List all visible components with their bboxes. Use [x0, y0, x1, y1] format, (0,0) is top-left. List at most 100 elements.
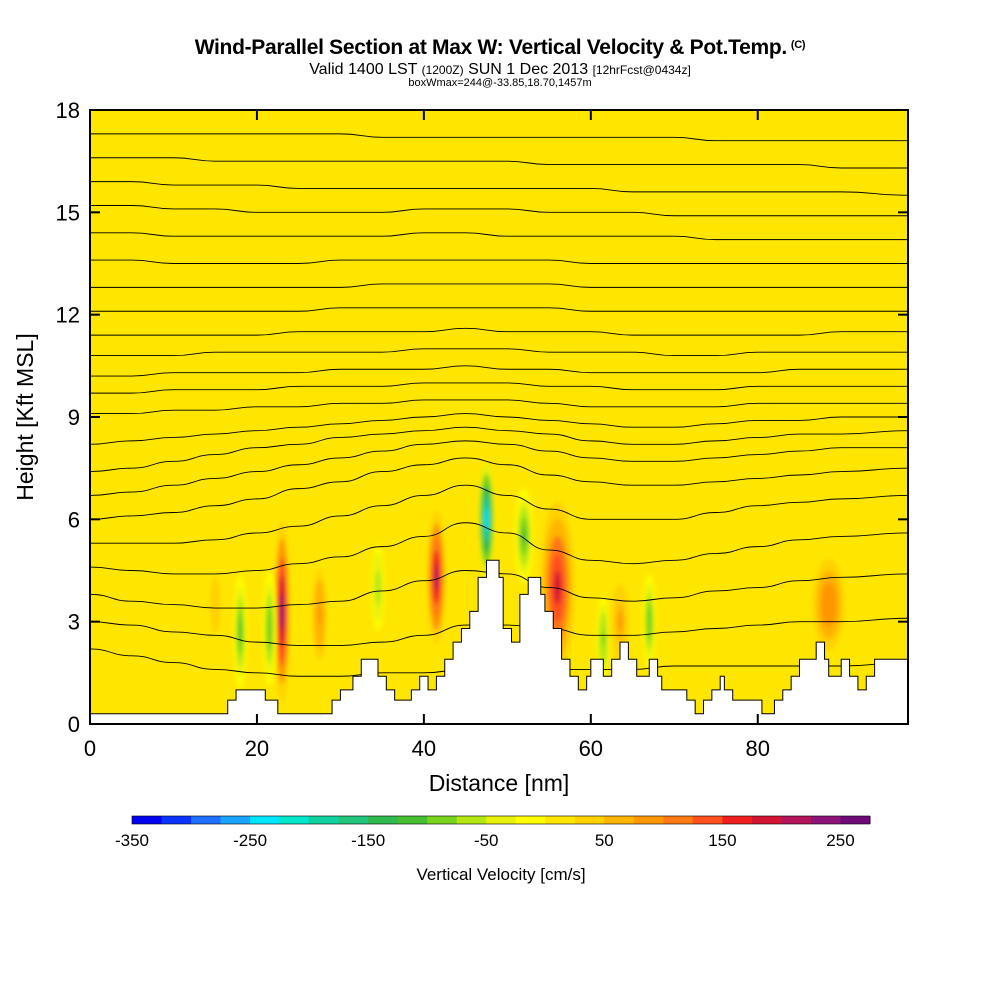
- isentrope-line: [90, 440, 908, 496]
- valid-prefix: Valid 1400 LST: [309, 61, 418, 78]
- x-tick-label: 80: [746, 736, 770, 761]
- isentrope-line: [90, 181, 908, 196]
- y-tick-label: 0: [68, 712, 80, 737]
- velocity-cell: [371, 544, 385, 631]
- colorbar-swatch: [781, 816, 812, 824]
- valid-date: SUN 1 Dec 2013: [468, 61, 589, 78]
- potential-temperature-contours: [90, 133, 908, 677]
- colorbar-swatch: [368, 816, 399, 824]
- y-tick-label: 3: [68, 610, 80, 635]
- velocity-cell: [478, 462, 495, 577]
- colorbar-tick-label: -350: [115, 831, 149, 850]
- isentrope-line: [90, 382, 908, 394]
- velocity-cell-level: [238, 620, 242, 644]
- colorbar-tick-label: 150: [708, 831, 736, 850]
- colorbar-swatch: [427, 816, 458, 824]
- x-tick-label: 40: [412, 736, 436, 761]
- colorbar-tick-label: -50: [474, 831, 499, 850]
- velocity-cell-level: [434, 563, 439, 591]
- colorbar-swatch: [722, 816, 753, 824]
- velocity-cell-level: [268, 617, 271, 640]
- box-info: boxWmax=244@-33.85,18.70,1457m: [408, 77, 592, 89]
- colorbar-swatch: [604, 816, 635, 824]
- colorbar-swatch: [279, 816, 310, 824]
- colorbar-swatch: [132, 816, 163, 824]
- colorbar-swatch: [545, 816, 576, 824]
- vertical-velocity-field: [201, 462, 849, 703]
- velocity-cell-level: [212, 590, 218, 619]
- chart-title: Wind-Parallel Section at Max W: Vertical…: [0, 36, 1000, 60]
- velocity-cell: [273, 520, 290, 703]
- velocity-cell-level: [647, 612, 651, 632]
- valid-utc: (1200Z): [421, 63, 464, 77]
- colorbar-tick-label: 50: [595, 831, 614, 850]
- copyright-mark: (C): [790, 39, 806, 51]
- chart-title-text: Wind-Parallel Section at Max W: Vertical…: [194, 36, 788, 59]
- colorbar-swatch: [810, 816, 841, 824]
- velocity-cell-level: [824, 593, 833, 617]
- colorbar: -350 -250 -150 -50 50 150 250: [115, 815, 871, 850]
- isentrope-line: [90, 327, 908, 336]
- y-tick-label: 9: [68, 405, 80, 430]
- colorbar-swatch: [692, 816, 723, 824]
- x-tick-label: 0: [84, 736, 96, 761]
- y-tick-label: 12: [56, 303, 80, 328]
- y-axis-title: Height [Kft MSL]: [12, 333, 38, 500]
- velocity-cell: [310, 557, 329, 673]
- isentrope-line: [90, 399, 908, 415]
- isentrope-line: [90, 157, 908, 169]
- colorbar-swatch: [840, 816, 871, 824]
- isentrope-line: [90, 365, 908, 377]
- colorbar-swatch: [309, 816, 340, 824]
- isentrope-line: [90, 259, 908, 264]
- colorbar-swatch: [486, 816, 517, 824]
- y-tick-label: 6: [68, 507, 80, 532]
- colorbar-tick-label: -150: [351, 831, 385, 850]
- velocity-cell-level: [484, 507, 489, 531]
- chart-subtitle: Valid 1400 LST (1200Z) SUN 1 Dec 2013 [1…: [0, 61, 1000, 79]
- isentrope-line: [90, 133, 908, 142]
- velocity-cell-level: [280, 593, 284, 630]
- isentrope-line: [90, 484, 908, 544]
- terrain: [90, 559, 908, 724]
- colorbar-swatch: [574, 816, 605, 824]
- isentrope-line: [90, 232, 908, 241]
- colorbar-tick-label: 250: [826, 831, 854, 850]
- colorbar-swatch: [663, 816, 694, 824]
- colorbar-tick-label: -250: [233, 831, 267, 850]
- isentrope-line: [90, 283, 908, 288]
- velocity-cell: [233, 574, 247, 690]
- colorbar-swatch: [191, 816, 222, 824]
- x-tick-label: 20: [245, 736, 269, 761]
- colorbar-swatch: [751, 816, 782, 824]
- y-axis: 0 3 6 9 12 15 18: [56, 98, 908, 737]
- colorbar-swatch: [633, 816, 664, 824]
- velocity-cell: [427, 510, 446, 645]
- plot-area: [90, 110, 908, 724]
- colorbar-swatch: [515, 816, 546, 824]
- isentrope-line: [90, 426, 908, 473]
- isentrope-line: [90, 348, 908, 357]
- y-tick-label: 15: [56, 200, 80, 225]
- velocity-cell-level: [317, 603, 322, 627]
- y-tick-label: 18: [56, 98, 80, 123]
- velocity-cell: [262, 571, 277, 686]
- colorbar-swatch: [250, 816, 281, 824]
- colorbar-swatch: [220, 816, 251, 824]
- velocity-cell: [514, 488, 534, 585]
- velocity-cell: [808, 547, 849, 662]
- forecast-info: [12hrFcst@0434z]: [592, 63, 691, 77]
- velocity-cell-level: [617, 612, 623, 632]
- velocity-cell-level: [522, 526, 526, 546]
- velocity-cell-level: [553, 570, 561, 605]
- isentrope-line: [90, 205, 908, 217]
- colorbar-title: Vertical Velocity [cm/s]: [416, 865, 585, 884]
- colorbar-swatch: [161, 816, 192, 824]
- colorbar-swatch: [456, 816, 487, 824]
- isentrope-line: [90, 522, 908, 575]
- x-axis: 0 20 40 60 80: [84, 110, 770, 761]
- velocity-cell: [201, 532, 229, 677]
- velocity-cell-level: [376, 578, 380, 597]
- isentrope-line: [90, 307, 908, 312]
